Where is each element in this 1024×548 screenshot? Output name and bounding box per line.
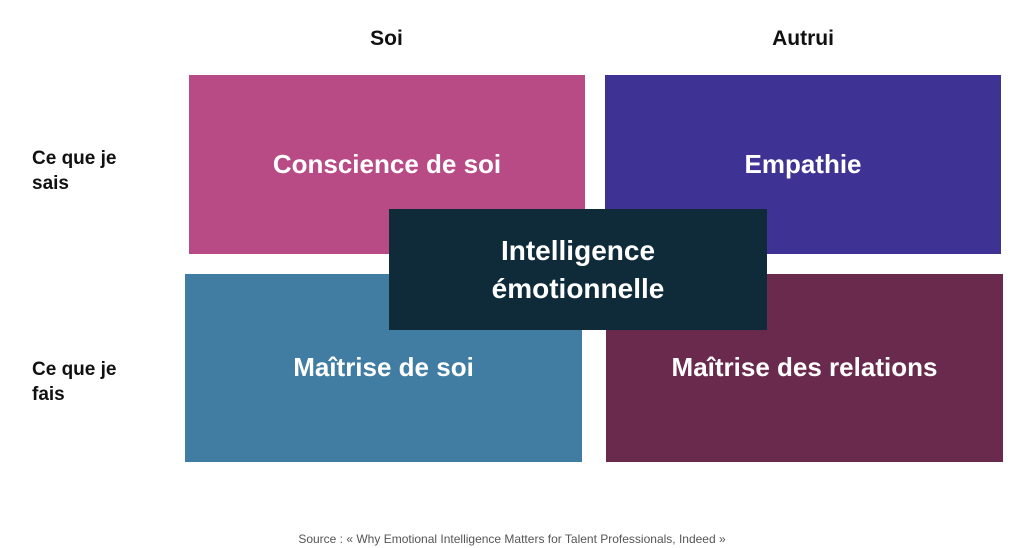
quadrant-self-management: Maîtrise de soi	[185, 274, 582, 462]
quadrant-relationship-management-label: Maîtrise des relations	[671, 352, 938, 382]
quadrant-self-awareness-label: Conscience de soi	[272, 149, 502, 179]
row-header-do: Ce que je fais	[32, 357, 162, 407]
row-header-do-line1: Ce que je	[32, 359, 117, 380]
center-title-line1: Intelligence	[500, 234, 656, 266]
quadrant-self-awareness: Conscience de soi	[189, 75, 585, 254]
column-header-self: Soi	[370, 27, 403, 50]
row-header-do-line2: fais	[32, 384, 65, 405]
quadrant-empathy-label: Empathie	[744, 149, 862, 179]
row-header-know-line2: sais	[32, 173, 69, 194]
column-header-others: Autrui	[772, 27, 834, 50]
row-header-know: Ce que je sais	[32, 146, 162, 196]
source-caption: Source : « Why Emotional Intelligence Ma…	[298, 532, 726, 546]
center-emotional-intelligence: Intelligence émotionnelle	[389, 209, 767, 330]
center-title-line2: émotionnelle	[491, 272, 665, 304]
row-header-know-line1: Ce que je	[32, 148, 117, 169]
quadrant-self-management-label: Maîtrise de soi	[293, 352, 474, 382]
